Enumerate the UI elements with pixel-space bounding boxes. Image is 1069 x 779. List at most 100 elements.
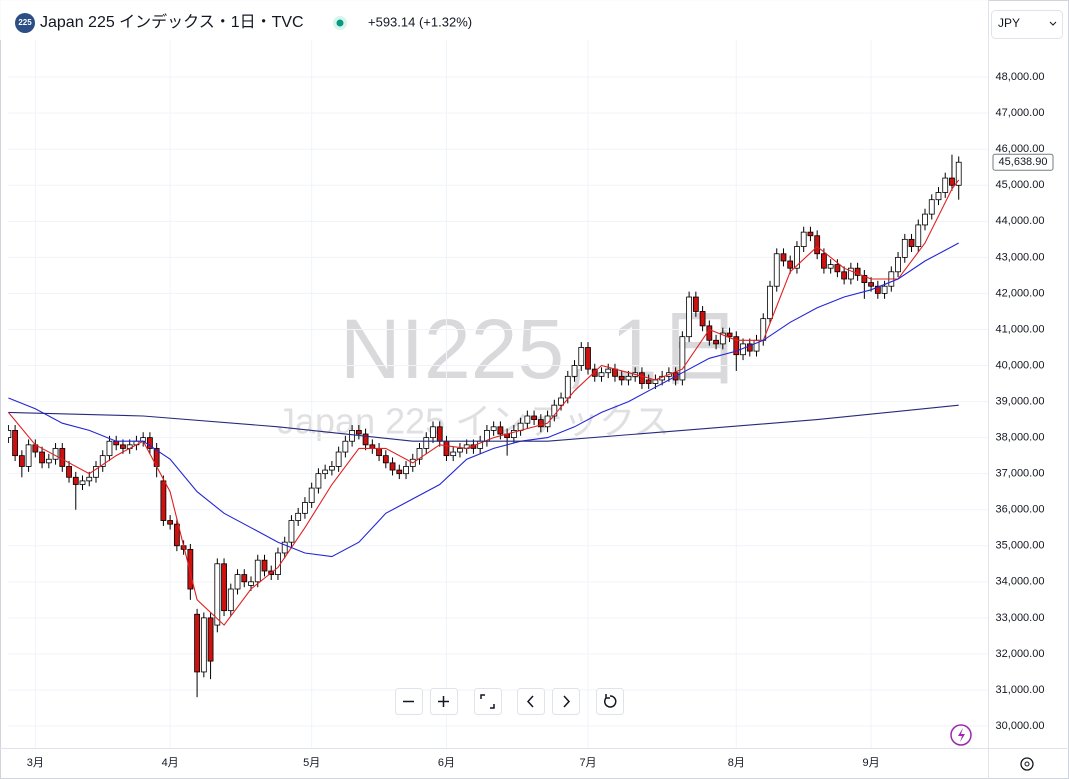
candle-body	[874, 285, 881, 294]
currency-select[interactable]	[991, 10, 1063, 39]
candle-body	[625, 375, 632, 381]
candle-body	[807, 231, 814, 237]
candle-body	[295, 512, 302, 521]
candle-body	[396, 469, 403, 475]
candle-body	[52, 448, 59, 460]
candle-body	[18, 455, 25, 467]
candle-body	[221, 563, 227, 612]
x-axis: 3月 4月 5月 6月 7月 8月 9月	[27, 757, 880, 769]
candle-body	[173, 523, 180, 547]
candle-body	[490, 426, 497, 431]
candle-body	[692, 296, 699, 312]
candle-body	[955, 161, 962, 186]
candle-body	[416, 448, 423, 460]
candle-body	[106, 440, 113, 457]
currency: JPY	[998, 16, 1020, 30]
candle-body	[302, 502, 308, 514]
candle-body	[8, 430, 12, 439]
candle-body	[517, 422, 524, 431]
candle-body	[558, 397, 564, 406]
candle-body	[915, 224, 922, 247]
candle-body	[167, 520, 174, 525]
y-tick-label: 48,000.00	[996, 71, 1045, 83]
y-tick-label: 40,000.00	[996, 359, 1045, 371]
y-tick-label: 30,000.00	[996, 720, 1045, 732]
candle-body	[147, 437, 153, 449]
fit-button[interactable]	[474, 688, 502, 715]
candle-body	[841, 271, 848, 280]
candle-body	[908, 238, 915, 247]
candle-body	[618, 375, 625, 381]
candle-body	[355, 430, 362, 435]
candle-body	[564, 375, 571, 399]
candle-body	[497, 426, 504, 435]
y-tick-label: 44,000.00	[996, 215, 1045, 227]
candle-body	[787, 260, 794, 269]
candle-body	[773, 253, 780, 287]
x-tick-label: 8月	[728, 757, 745, 769]
candle-body	[544, 415, 551, 428]
candle-body	[551, 404, 558, 417]
candle-body	[241, 574, 248, 583]
icon	[438, 696, 449, 707]
x-tick-label: 4月	[162, 757, 179, 769]
candle-body	[72, 476, 79, 485]
candle-body	[443, 440, 450, 457]
candle-body	[389, 462, 396, 471]
candle-body	[949, 177, 955, 186]
scroll-right-button[interactable]	[552, 688, 580, 715]
candle-body	[362, 433, 369, 446]
candle-body	[86, 476, 93, 482]
settings-button[interactable]	[1020, 757, 1034, 771]
candle-body	[99, 455, 106, 467]
candle-body	[254, 559, 261, 583]
candle-body	[686, 296, 693, 338]
candle-body	[834, 264, 841, 273]
candle-body	[814, 235, 821, 255]
grid	[8, 40, 988, 748]
candle-body	[598, 372, 605, 377]
candle-body	[450, 451, 457, 457]
icon	[563, 695, 571, 708]
header-title[interactable]: Japan 225 インデックス・1日・TVC	[40, 12, 304, 31]
candle-body	[436, 426, 443, 442]
toolbar	[395, 688, 624, 715]
y-axis: 30,000.00 31,000.00 32,000.00 33,000.00 34,0…	[996, 71, 1045, 732]
candle-body	[66, 466, 72, 478]
y-tick-label: 43,000.00	[996, 251, 1045, 263]
x-tick-label: 9月	[863, 757, 880, 769]
candle-body	[315, 473, 322, 489]
candle-body	[79, 480, 86, 485]
candle-body	[261, 559, 268, 572]
y-tick-label: 42,000.00	[996, 287, 1045, 299]
moving-average-line	[8, 179, 960, 626]
y-tick-label: 38,000.00	[996, 432, 1045, 444]
watermark: Japan 225 インデックス	[277, 401, 670, 442]
candle-body	[457, 448, 463, 453]
candle-body	[612, 368, 618, 377]
candle-body	[652, 379, 659, 384]
scroll-left-button[interactable]	[517, 688, 545, 715]
candle-body	[25, 444, 32, 467]
candle-body	[699, 311, 706, 327]
candle-body	[510, 430, 517, 439]
candle-body	[335, 451, 342, 467]
y-tick-label: 32,000.00	[996, 648, 1045, 660]
candle-body	[794, 246, 800, 269]
candle-body	[234, 574, 241, 590]
candle-body	[719, 332, 726, 345]
candle-body	[928, 199, 935, 215]
icon	[1024, 761, 1030, 767]
candle-body	[767, 285, 773, 320]
reset-button[interactable]	[596, 688, 624, 715]
candle-body	[821, 253, 827, 269]
candle-body	[322, 469, 329, 475]
candle-body	[281, 541, 288, 554]
candle-body	[39, 451, 45, 464]
candle-body	[382, 455, 389, 464]
candle-body	[12, 430, 19, 457]
x-tick-label: 5月	[303, 757, 320, 769]
last-price-tag	[992, 153, 1054, 171]
candle-body	[935, 192, 942, 201]
